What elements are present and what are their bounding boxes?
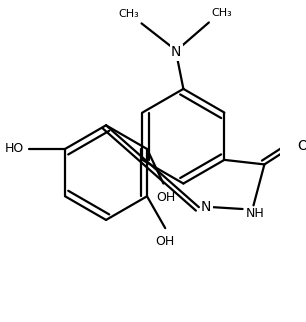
Text: O: O: [297, 139, 306, 153]
Text: N: N: [201, 200, 211, 214]
Text: CH₃: CH₃: [211, 8, 232, 18]
Text: OH: OH: [156, 191, 176, 204]
Text: CH₃: CH₃: [118, 9, 139, 19]
Text: OH: OH: [155, 235, 175, 248]
Text: NH: NH: [246, 207, 265, 220]
Text: HO: HO: [5, 142, 24, 156]
Text: N: N: [171, 45, 181, 60]
